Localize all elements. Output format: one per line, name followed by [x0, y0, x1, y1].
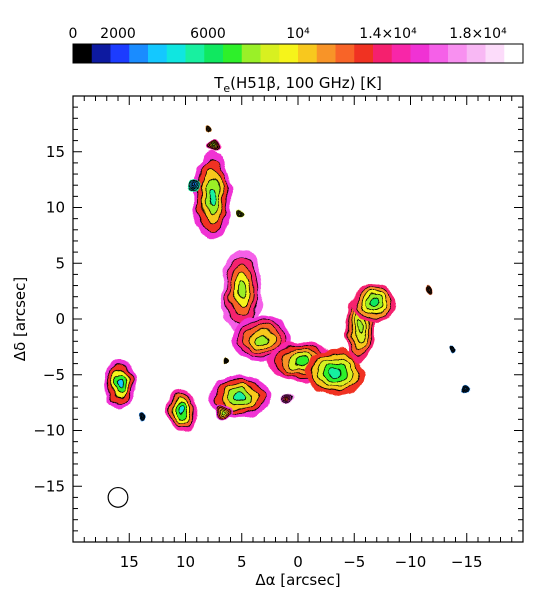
colorbar-cell [260, 44, 280, 63]
x-tick-label: −5 [343, 553, 365, 571]
region-south-tab [280, 392, 294, 404]
region-east-knot [352, 284, 397, 323]
colorbar-cell [110, 44, 130, 63]
colorbar-cell [204, 44, 224, 63]
region-level [427, 288, 430, 292]
colorbar-cell [448, 44, 468, 63]
region-level [237, 282, 247, 301]
region-north-small [207, 141, 220, 152]
colorbar-cell [166, 44, 187, 63]
region-level [255, 333, 269, 345]
plot-background [73, 96, 523, 542]
region-west-blob [188, 179, 201, 191]
axis-tick-labels: 15 10 5 0 −5 −10 −15 15 10 5 0 −5 −10 −15 [33, 143, 482, 571]
region-level [141, 414, 144, 418]
colorbar-cell [335, 44, 355, 63]
colorbar-tick-label: 2000 [100, 26, 136, 42]
region-far-left [104, 358, 136, 409]
region-east-dot [424, 286, 433, 294]
emission-regions [104, 123, 471, 432]
y-tick-label: −10 [33, 422, 65, 440]
colorbar-cell [429, 44, 449, 63]
colorbar-cell [466, 44, 487, 63]
x-tick-label: 0 [293, 553, 303, 571]
region-level [328, 367, 342, 378]
colorbar-tick-label: 0 [69, 26, 78, 42]
colorbar-cell [485, 44, 505, 63]
axis-ticks [73, 96, 523, 542]
region-level [192, 183, 197, 187]
beam-circle [107, 486, 129, 508]
chart-title: Te(H51β, 100 GHz) [K] [213, 74, 382, 95]
region-level [369, 299, 380, 308]
colorbar: 0 2000 6000 10⁴ 1.4×10⁴ 1.8×10⁴ [69, 26, 524, 64]
colorbar-cell [148, 44, 168, 63]
colorbar-cell [241, 44, 262, 63]
region-arc-upper [221, 248, 262, 334]
region-level [356, 320, 364, 336]
region-north-speck [237, 209, 246, 218]
y-tick-label: −15 [33, 477, 65, 495]
region-mid-left [166, 389, 198, 432]
colorbar-cell [354, 44, 374, 63]
colorbar-cell [73, 44, 93, 63]
colorbar-cell [91, 44, 112, 63]
region-level [178, 405, 186, 416]
region-far-left-speck [138, 412, 147, 420]
region-east-dot-3 [462, 385, 471, 394]
colorbar-cell [129, 44, 149, 63]
y-tick-label: 10 [46, 199, 65, 217]
region-level [284, 396, 289, 400]
region-level [221, 409, 226, 414]
region-level [240, 211, 243, 215]
y-axis-title: Δδ [arcsec] [11, 277, 29, 361]
y-tick-label: 0 [55, 310, 65, 328]
x-tick-label: 5 [237, 553, 247, 571]
y-tick-label: 5 [55, 254, 65, 272]
colorbar-cell [373, 44, 393, 63]
colorbar-cell [298, 44, 318, 63]
colorbar-cell [185, 44, 205, 63]
y-tick-label: −5 [43, 366, 65, 384]
region-level [223, 358, 226, 361]
colorbar-tick-label: 10⁴ [286, 26, 310, 42]
x-tick-label: 10 [176, 553, 195, 571]
region-north-tip [204, 123, 212, 132]
x-axis-title: Δα [arcsec] [255, 571, 340, 589]
colorbar-cell [391, 44, 412, 63]
colorbar-cell [410, 44, 430, 63]
region-level [294, 356, 309, 366]
region-level [211, 144, 216, 148]
region-level [465, 388, 468, 391]
region-mid-speck [222, 356, 228, 362]
colorbar-frame [72, 43, 524, 64]
colorbar-cell [316, 44, 337, 63]
plot-area: 15 10 5 0 −5 −10 −15 15 10 5 0 −5 −10 −15 [33, 95, 524, 571]
region-level [116, 378, 124, 390]
region-level [232, 392, 247, 402]
colorbar-cell [279, 44, 299, 63]
colorbar-tick-label: 1.8×10⁴ [449, 26, 507, 42]
colorbar-tick-label: 1.4×10⁴ [359, 26, 417, 42]
colorbar-cells [73, 44, 524, 63]
region-level [208, 186, 217, 206]
region-level [206, 126, 210, 129]
region-arc-knee [305, 348, 365, 397]
colorbar-tick-label: 6000 [190, 26, 226, 42]
region-north-knot [193, 151, 232, 242]
colorbar-cell [223, 44, 243, 63]
region-south-west-tail [214, 403, 233, 420]
x-tick-label: 15 [120, 553, 139, 571]
colorbar-labels: 0 2000 6000 10⁴ 1.4×10⁴ 1.8×10⁴ [69, 26, 508, 42]
region-east-dot-2 [449, 344, 457, 352]
y-tick-label: 15 [46, 143, 65, 161]
region-level [452, 346, 455, 350]
colorbar-cell [504, 44, 524, 63]
x-tick-label: −15 [451, 553, 483, 571]
x-tick-label: −10 [395, 553, 427, 571]
